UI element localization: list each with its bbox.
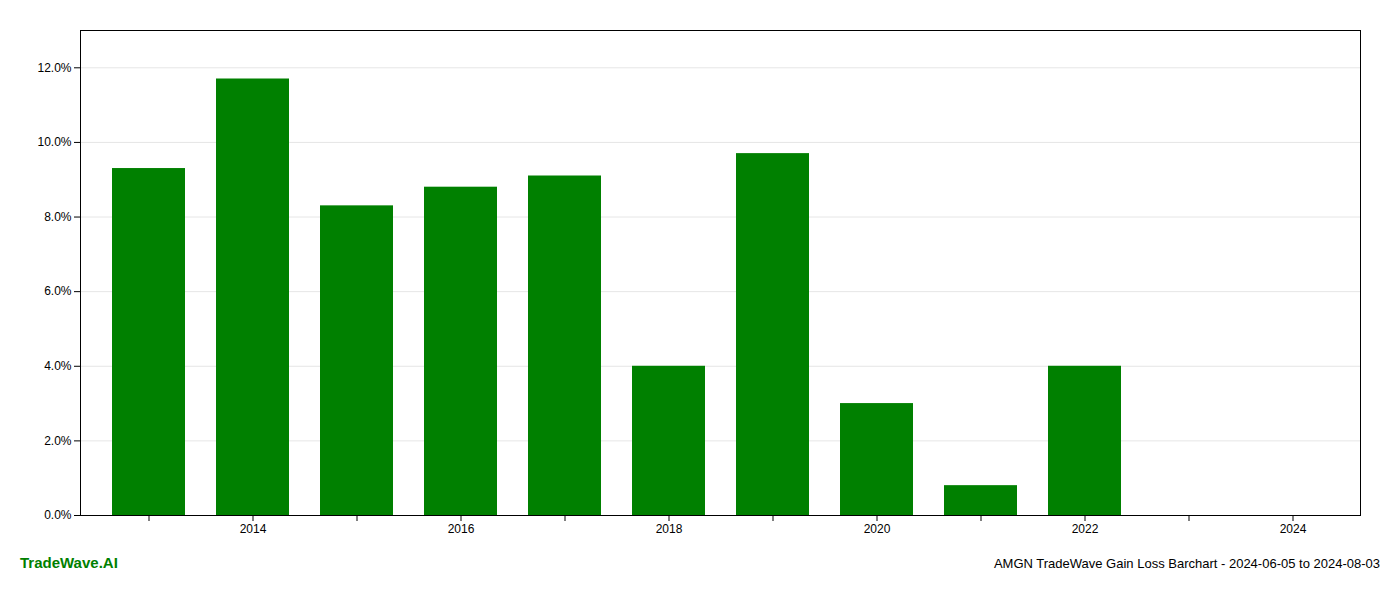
svg-text:2014: 2014 <box>240 522 267 536</box>
svg-text:2024: 2024 <box>1280 522 1307 536</box>
svg-text:0.0%: 0.0% <box>44 508 72 522</box>
svg-text:2016: 2016 <box>448 522 475 536</box>
svg-text:2022: 2022 <box>1072 522 1099 536</box>
svg-text:8.0%: 8.0% <box>44 210 72 224</box>
svg-text:2018: 2018 <box>656 522 683 536</box>
html-text:TradeWave.AI: TradeWave.AI <box>20 554 118 571</box>
html-text:AMGN TradeWave Gain Loss Barch: AMGN TradeWave Gain Loss Barchart - 2024… <box>993 556 1380 571</box>
svg-text:6.0%: 6.0% <box>44 284 72 298</box>
svg-text:4.0%: 4.0% <box>44 359 72 373</box>
svg-text:12.0%: 12.0% <box>37 61 71 75</box>
svg-text:2.0%: 2.0% <box>44 434 72 448</box>
svg-text:2020: 2020 <box>864 522 891 536</box>
svg-text:10.0%: 10.0% <box>37 135 71 149</box>
